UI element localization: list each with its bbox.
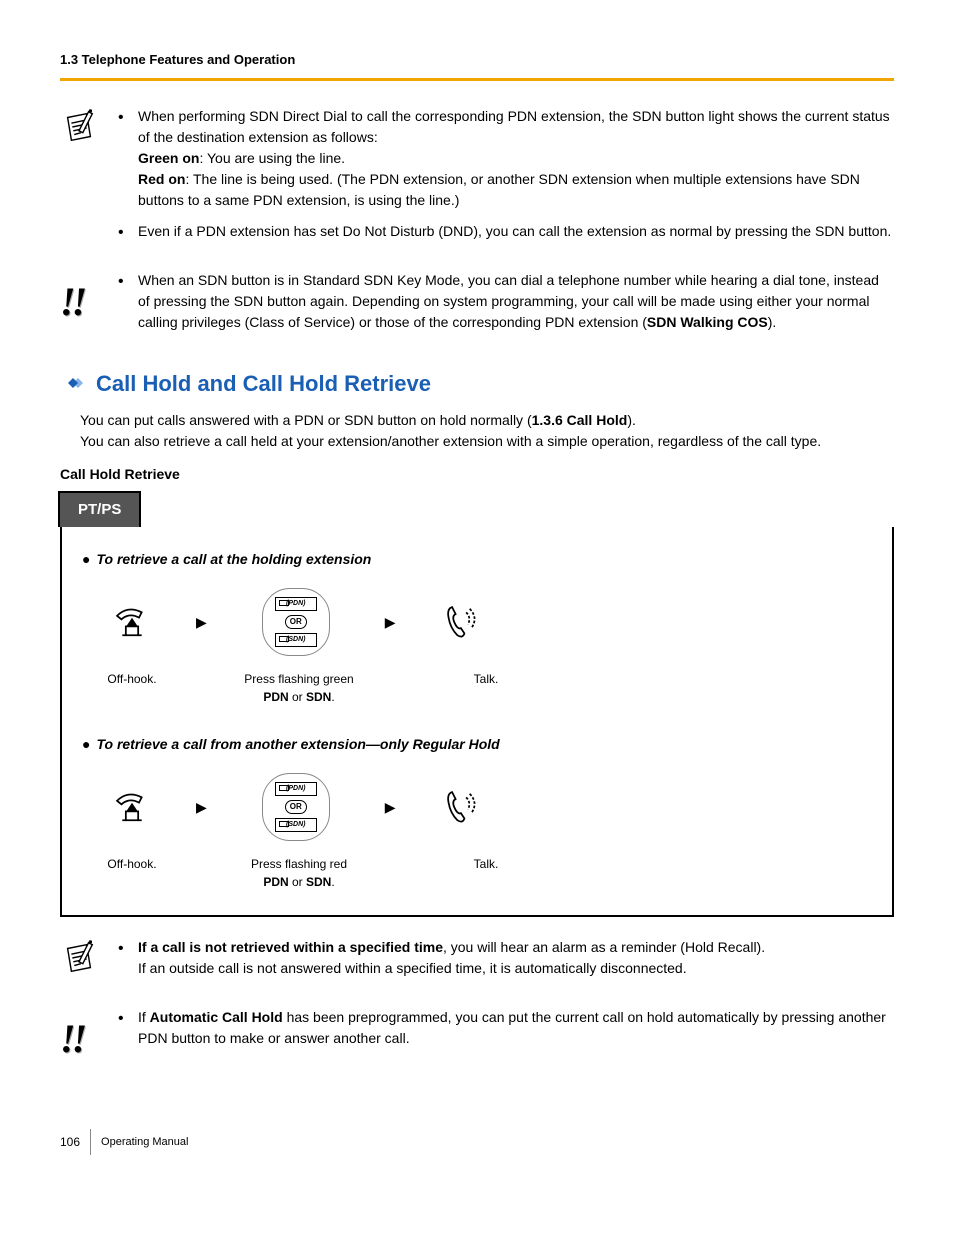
subproc-2-title: To retrieve a call from another extensio… bbox=[82, 734, 872, 755]
text: ). bbox=[768, 314, 777, 330]
text: or bbox=[289, 875, 306, 889]
note1-bullet2: Even if a PDN extension has set Do Not D… bbox=[110, 221, 894, 242]
subproc-1-title: To retrieve a call at the holding extens… bbox=[82, 549, 872, 570]
text: Press flashing red bbox=[251, 855, 347, 873]
arrow-icon: ▶ bbox=[196, 797, 207, 818]
text: PDN bbox=[263, 875, 288, 889]
talk-caption: Talk. bbox=[436, 670, 536, 706]
flow-2: ▶ (PDN) OR (SDN) ▶ bbox=[82, 773, 872, 841]
text: If an outside call is not answered withi… bbox=[138, 960, 687, 976]
offhook-caption: Off-hook. bbox=[82, 670, 182, 706]
text: . bbox=[331, 875, 334, 889]
arrow-icon: ▶ bbox=[196, 612, 207, 633]
footer-divider bbox=[90, 1129, 91, 1155]
offhook-caption: Off-hook. bbox=[82, 855, 182, 891]
text: You can put calls answered with a PDN or… bbox=[80, 412, 532, 428]
note4-bullet1: If Automatic Call Hold has been preprogr… bbox=[110, 1007, 894, 1049]
button-group: (PDN) OR (SDN) bbox=[221, 588, 371, 656]
text: : The line is being used. (The PDN exten… bbox=[138, 171, 860, 208]
page-number: 106 bbox=[60, 1133, 80, 1151]
exclaim-icon: !! bbox=[60, 1007, 110, 1069]
page-header: 1.3 Telephone Features and Operation bbox=[60, 50, 894, 70]
page-footer: 106 Operating Manual bbox=[60, 1129, 894, 1155]
text: , you will hear an alarm as a reminder (… bbox=[443, 939, 765, 955]
press-green-caption: Press flashing green PDN or SDN. bbox=[224, 670, 374, 706]
sdn-button: (SDN) bbox=[275, 633, 317, 647]
section-title-text: Call Hold and Call Hold Retrieve bbox=[96, 367, 431, 400]
diamond-icon bbox=[68, 375, 88, 391]
text: 1.3.6 Call Hold bbox=[532, 412, 628, 428]
arrow-icon: ▶ bbox=[385, 797, 396, 818]
procedure-box: PT/PS To retrieve a call at the holding … bbox=[60, 491, 894, 918]
note-block-2: !! When an SDN button is in Standard SDN… bbox=[60, 270, 894, 343]
section-heading: Call Hold and Call Hold Retrieve bbox=[68, 367, 894, 400]
offhook-icon bbox=[82, 785, 182, 829]
flow-1: ▶ (PDN) OR (SDN) ▶ bbox=[82, 588, 872, 656]
note-block-1: When performing SDN Direct Dial to call … bbox=[60, 106, 894, 252]
text: : You are using the line. bbox=[199, 150, 345, 166]
caption-row-1: Off-hook. Press flashing green PDN or SD… bbox=[82, 670, 872, 706]
pt-ps-tab: PT/PS bbox=[58, 491, 141, 528]
or-pill: OR bbox=[285, 615, 307, 629]
note-block-3: If a call is not retrieved within a spec… bbox=[60, 937, 894, 989]
offhook-icon bbox=[82, 600, 182, 644]
note-block-4: !! If Automatic Call Hold has been prepr… bbox=[60, 1007, 894, 1069]
arrow-icon: ▶ bbox=[385, 612, 396, 633]
text: When performing SDN Direct Dial to call … bbox=[138, 108, 890, 145]
text: PDN bbox=[263, 690, 288, 704]
section-intro: You can put calls answered with a PDN or… bbox=[80, 410, 894, 452]
text: If bbox=[138, 1009, 150, 1025]
text: SDN bbox=[306, 690, 331, 704]
note2-bullet1: When an SDN button is in Standard SDN Ke… bbox=[110, 270, 894, 333]
text: SDN bbox=[306, 875, 331, 889]
caption-row-2: Off-hook. Press flashing red PDN or SDN.… bbox=[82, 855, 872, 891]
text: Automatic Call Hold bbox=[150, 1009, 283, 1025]
sdn-button: (SDN) bbox=[275, 818, 317, 832]
pdn-button: (PDN) bbox=[275, 782, 317, 796]
notepad-icon bbox=[60, 937, 110, 989]
talk-caption: Talk. bbox=[436, 855, 536, 891]
or-pill: OR bbox=[285, 800, 307, 814]
press-red-caption: Press flashing red PDN or SDN. bbox=[224, 855, 374, 891]
text: You can also retrieve a call held at you… bbox=[80, 433, 821, 449]
note1-bullet1: When performing SDN Direct Dial to call … bbox=[110, 106, 894, 211]
text: SDN Walking COS bbox=[647, 314, 768, 330]
header-rule bbox=[60, 78, 894, 81]
button-group: (PDN) OR (SDN) bbox=[221, 773, 371, 841]
talk-icon bbox=[410, 785, 510, 829]
notepad-icon bbox=[60, 106, 110, 252]
text: Press flashing green bbox=[244, 670, 353, 688]
green-on-label: Green on bbox=[138, 150, 199, 166]
note3-bullet1: If a call is not retrieved within a spec… bbox=[110, 937, 894, 979]
red-on-label: Red on bbox=[138, 171, 185, 187]
text: If a call is not retrieved within a spec… bbox=[138, 939, 443, 955]
exclaim-icon: !! bbox=[60, 270, 110, 343]
footer-label: Operating Manual bbox=[101, 1134, 188, 1151]
text: . bbox=[331, 690, 334, 704]
pdn-button: (PDN) bbox=[275, 597, 317, 611]
text: or bbox=[289, 690, 306, 704]
text: ). bbox=[627, 412, 636, 428]
call-hold-retrieve-heading: Call Hold Retrieve bbox=[60, 464, 894, 485]
talk-icon bbox=[410, 600, 510, 644]
